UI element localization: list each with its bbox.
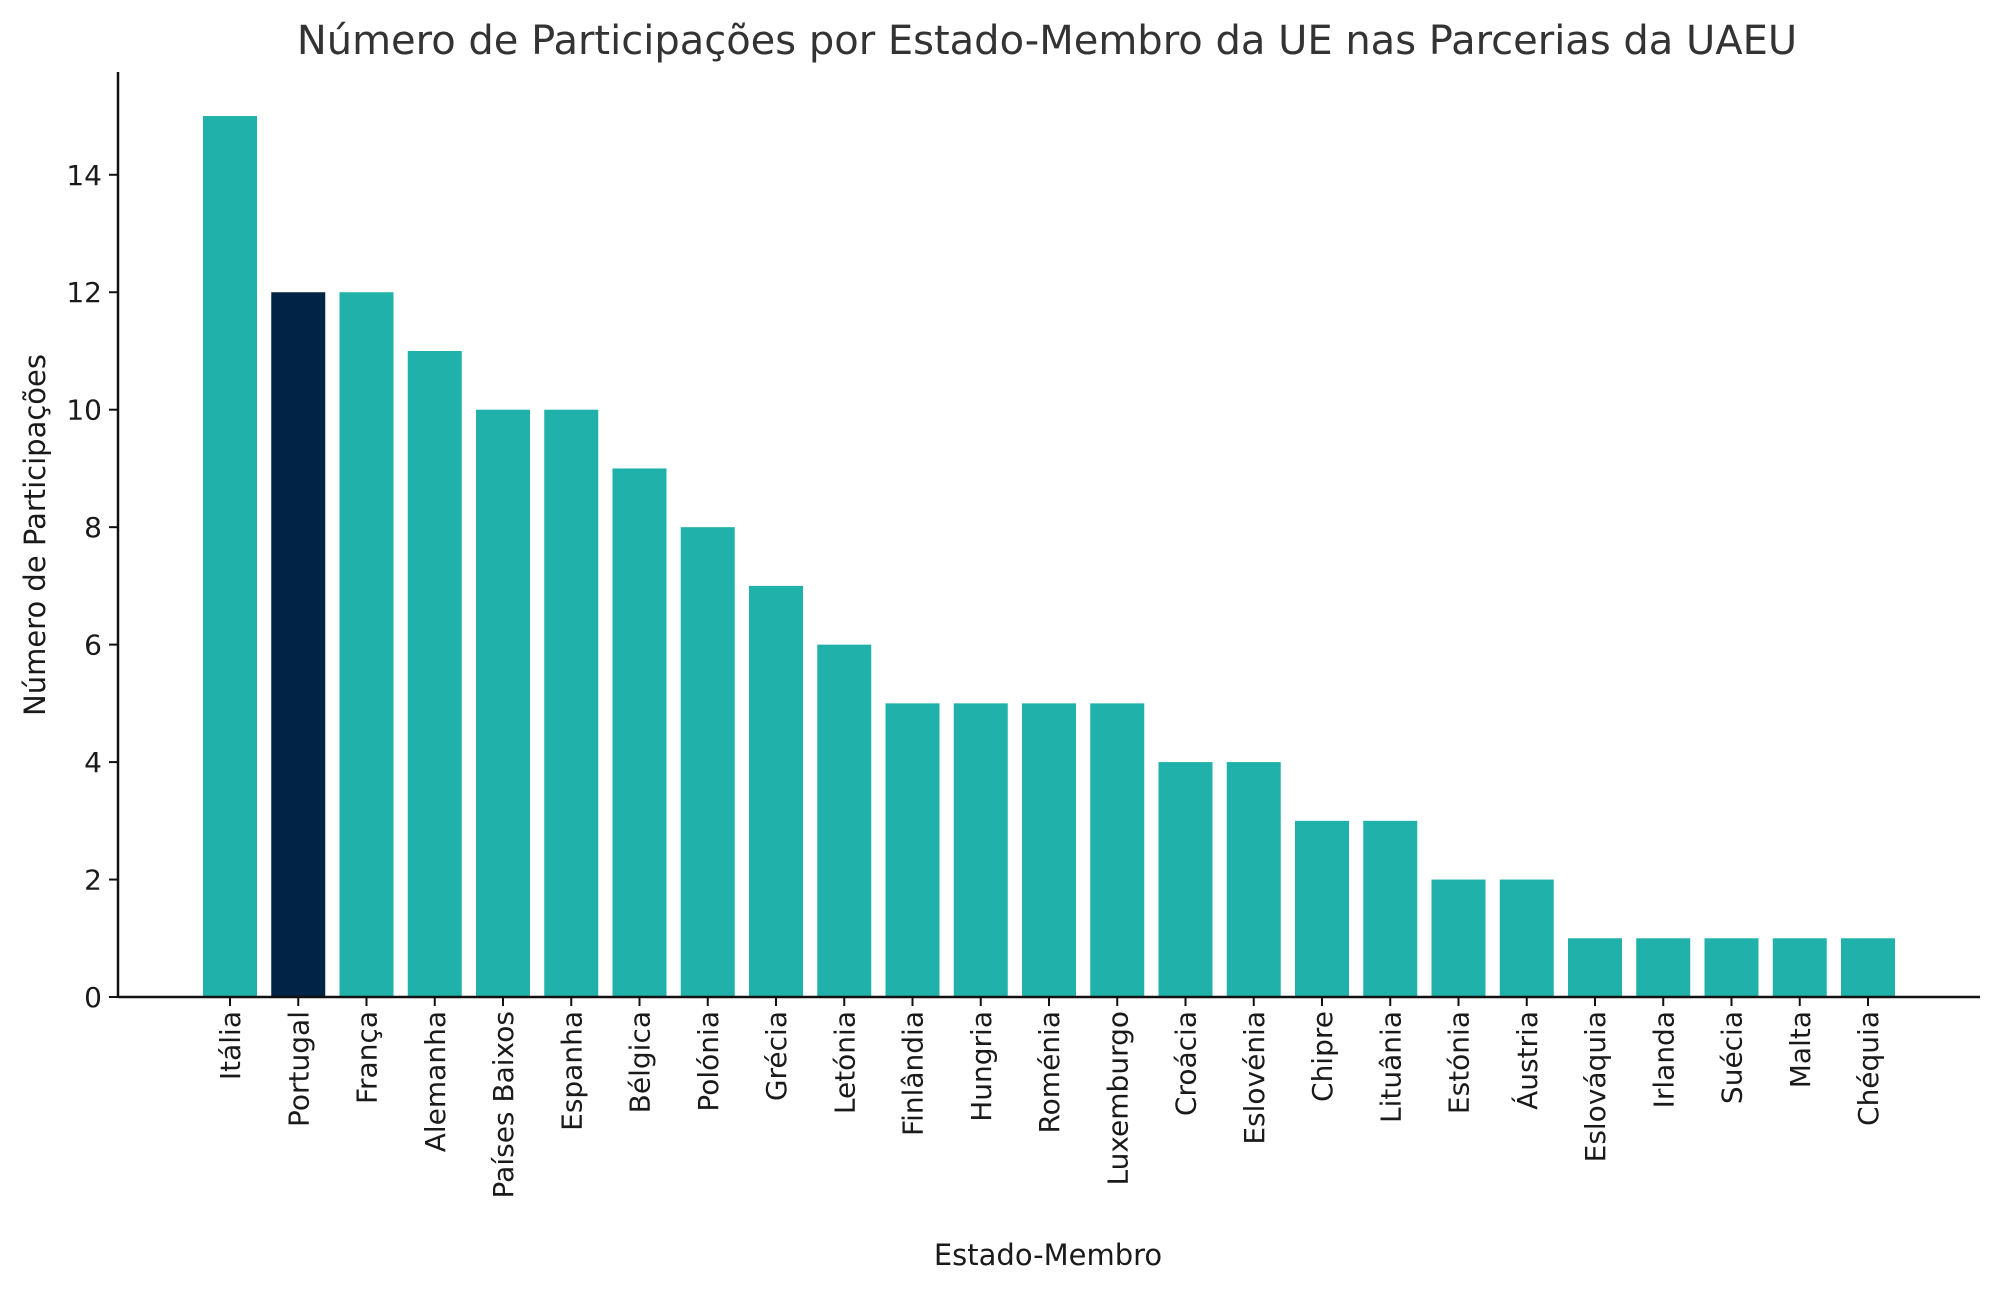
bar-finlandia <box>885 703 940 997</box>
bar-irlanda <box>1636 938 1691 997</box>
x-axis-label: Estado-Membro <box>934 1238 1162 1272</box>
y-tick-label: 6 <box>84 629 102 662</box>
x-tick-label-luxemburgo: Luxemburgo <box>1101 1011 1134 1186</box>
bar-romenia <box>1022 703 1076 997</box>
x-axis: Itália Portugal França Alemanha Países Baixo… <box>118 995 1980 1198</box>
bar-grecia <box>749 585 803 997</box>
chart-title: Número de Participações por Estado-Membr… <box>297 18 1797 64</box>
bar-eslovenia <box>1226 762 1281 997</box>
x-tick-label-polonia: Polónia <box>692 1011 725 1112</box>
x-tick-label-croacia: Croácia <box>1170 1011 1203 1116</box>
x-tick-label-estonia: Estónia <box>1443 1011 1476 1114</box>
x-tick-label-franca: França <box>351 1011 384 1104</box>
bar-eslovaquia <box>1568 938 1622 997</box>
x-tick-label-espanha: Espanha <box>555 1011 588 1131</box>
bar-alemanha <box>407 350 462 998</box>
y-tick-label: 0 <box>84 981 102 1014</box>
bar-estonia <box>1431 879 1486 997</box>
bar-portugal <box>271 292 326 997</box>
bar-italia <box>203 116 257 998</box>
bar-belgica <box>612 468 667 997</box>
y-tick-label: 4 <box>84 746 102 779</box>
x-tick-label-chipre: Chipre <box>1306 1011 1339 1102</box>
x-tick-label-italia: Itália <box>214 1011 247 1080</box>
x-tick-label-alemanha: Alemanha <box>419 1011 452 1152</box>
x-tick-label-belgica: Bélgica <box>624 1011 657 1113</box>
bar-chequia <box>1841 938 1895 997</box>
bar-paises-baixos <box>476 409 530 997</box>
x-tick-label-paises-baixos: Países Baixos <box>487 1011 520 1198</box>
y-tick-label: 2 <box>84 864 102 897</box>
bar-polonia <box>680 527 735 997</box>
y-tick-label: 14 <box>66 159 102 192</box>
x-tick-label-romenia: Roménia <box>1033 1011 1066 1134</box>
x-tick-label-eslovenia: Eslovénia <box>1238 1011 1271 1145</box>
bar-luxemburgo <box>1090 703 1145 997</box>
bar-austria <box>1499 879 1554 997</box>
y-axis: 0 2 4 6 8 10 12 14 <box>66 72 120 1014</box>
bars-group <box>203 116 1895 998</box>
x-tick-label-suecia: Suécia <box>1716 1011 1749 1104</box>
bar-chipre <box>1295 820 1349 997</box>
bar-espanha <box>544 409 599 997</box>
x-tick-label-chequia: Chéquia <box>1852 1011 1885 1126</box>
bar-franca <box>339 292 394 997</box>
bar-malta <box>1772 938 1827 997</box>
bar-lituania <box>1363 820 1418 997</box>
bar-croacia <box>1158 762 1213 997</box>
x-tick-label-letonia: Letónia <box>828 1011 861 1114</box>
y-tick-label: 8 <box>84 511 102 544</box>
x-tick-label-irlanda: Irlanda <box>1647 1011 1680 1108</box>
x-tick-label-finlandia: Finlândia <box>897 1011 930 1136</box>
x-tick-label-portugal: Portugal <box>282 1011 315 1127</box>
x-tick-label-eslovaquia: Eslováquia <box>1579 1011 1612 1162</box>
x-tick-label-hungria: Hungria <box>965 1011 998 1122</box>
x-tick-label-lituania: Lituânia <box>1374 1011 1407 1123</box>
y-tick-label: 12 <box>66 276 102 309</box>
y-tick-label: 10 <box>66 394 102 427</box>
x-tick-label-malta: Malta <box>1784 1011 1817 1088</box>
bar-hungria <box>953 703 1008 997</box>
x-tick-label-austria: Áustria <box>1510 1011 1544 1110</box>
bar-letonia <box>817 644 872 997</box>
y-axis-label: Número de Participações <box>18 354 52 716</box>
x-tick-label-grecia: Grécia <box>760 1011 793 1101</box>
bar-suecia <box>1704 938 1759 997</box>
